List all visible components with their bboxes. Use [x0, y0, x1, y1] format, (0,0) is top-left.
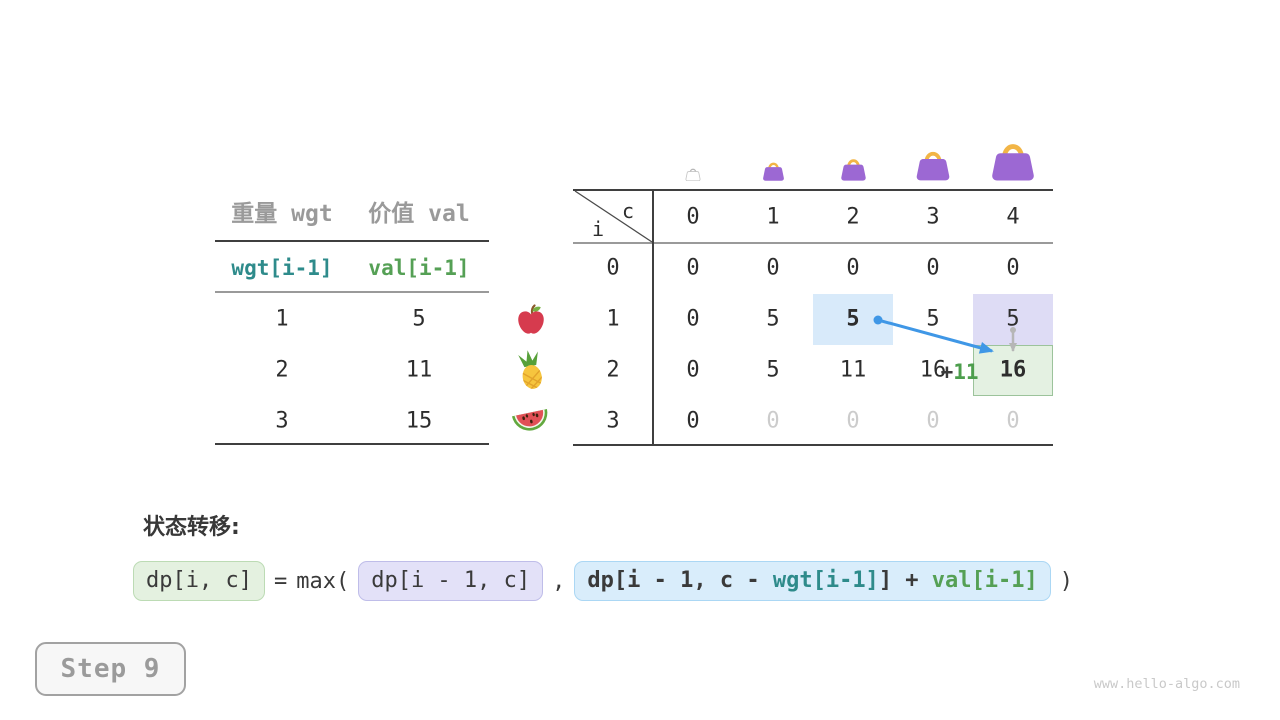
- dp-cell-2-3: 16: [919, 357, 947, 383]
- items-table-bottom-rule: [215, 443, 489, 445]
- bag-large-icon: [916, 151, 950, 181]
- items-table-top-rule: [215, 240, 489, 242]
- apple-icon: [518, 304, 544, 334]
- items-table-value-header: 价值 val: [368, 201, 470, 227]
- dp-col-header-1: 1: [766, 204, 780, 230]
- dp-cell-0-4: 0: [1006, 255, 1020, 281]
- annotation-plus-sign: +: [940, 360, 954, 384]
- formula-arg2-box: dp[i - 1, c - wgt[i-1]] + val[i-1]: [574, 561, 1051, 601]
- step-badge: Step 9: [35, 642, 186, 696]
- dp-cell-1-2: 5: [846, 306, 860, 332]
- dp-row-header-1: 1: [606, 306, 620, 332]
- add-value-annotation: +11: [890, 336, 979, 408]
- formula-arg2-wgt: wgt[i-1]: [772, 568, 879, 594]
- dp-cell-1-4: 5: [1006, 306, 1020, 332]
- dp-table-corner-diagonal: [574, 190, 653, 243]
- dp-cell-3-2: 0: [846, 408, 860, 434]
- annotation-value: 11: [953, 360, 979, 384]
- formula-lhs-box: dp[i, c]: [133, 561, 265, 601]
- dp-row-header-3: 3: [606, 408, 620, 434]
- dp-cell-3-4: 0: [1006, 408, 1020, 434]
- bag-outline-icon: [685, 168, 701, 181]
- item-wgt-1: 2: [275, 357, 289, 383]
- formula-close-paren: ): [1059, 568, 1074, 594]
- dp-table-bottom-border: [573, 444, 1053, 446]
- dp-cell-0-0: 0: [686, 255, 700, 281]
- formula-arg2-prefix: dp[i - 1, c -: [587, 568, 773, 594]
- dp-cell-2-0: 0: [686, 357, 700, 383]
- formula-arg1: dp[i - 1, c]: [371, 568, 531, 594]
- dp-col-axis-label: c: [621, 199, 635, 223]
- dp-col-header-3: 3: [926, 204, 940, 230]
- items-table-mid-rule: [215, 291, 489, 293]
- dp-cell-2-1: 5: [766, 357, 780, 383]
- dp-cell-3-3: 0: [926, 408, 940, 434]
- formula-equals: =: [273, 568, 288, 594]
- dp-col-header-4: 4: [1006, 204, 1020, 230]
- item-val-2: 15: [405, 408, 433, 434]
- dp-cell-2-2: 11: [839, 357, 867, 383]
- site-watermark: www.hello-algo.com: [1093, 676, 1240, 692]
- item-val-1: 11: [405, 357, 433, 383]
- dp-row-header-0: 0: [606, 255, 620, 281]
- formula-max-open: max(: [296, 568, 350, 594]
- item-val-0: 5: [412, 306, 426, 332]
- formula-comma: ,: [552, 568, 566, 594]
- formula-lhs: dp[i, c]: [146, 568, 252, 594]
- dp-cell-0-1: 0: [766, 255, 780, 281]
- dp-cell-0-2: 0: [846, 255, 860, 281]
- dp-table-header-rule: [573, 242, 1053, 244]
- items-table-weight-header: 重量 wgt: [231, 201, 333, 227]
- bag-medium-icon: [840, 159, 866, 181]
- dp-table-vertical-rule: [652, 189, 654, 446]
- dp-table-top-border: [573, 189, 1053, 191]
- dp-row-axis-label: i: [591, 217, 605, 241]
- formula-arg1-box: dp[i - 1, c]: [358, 561, 544, 601]
- formula-arg2-mid: ] +: [878, 568, 932, 594]
- dp-col-header-2: 2: [846, 204, 860, 230]
- item-wgt-2: 3: [275, 408, 289, 434]
- item-wgt-0: 1: [275, 306, 289, 332]
- dp-cell-3-1: 0: [766, 408, 780, 434]
- formula-arg2-val: val[i-1]: [931, 568, 1038, 594]
- bag-small-icon: [762, 162, 784, 181]
- dp-cell-2-4: 16: [999, 357, 1027, 383]
- bag-xlarge-icon: [992, 144, 1034, 181]
- dp-cell-0-3: 0: [926, 255, 940, 281]
- dp-cell-1-1: 5: [766, 306, 780, 332]
- state-transition-heading: 状态转移:: [143, 515, 240, 540]
- dp-col-header-0: 0: [686, 204, 700, 230]
- dp-cell-1-0: 0: [686, 306, 700, 332]
- items-table-val-subheader: val[i-1]: [368, 256, 470, 280]
- pineapple-icon: [518, 350, 544, 390]
- watermelon-icon: [511, 408, 548, 431]
- state-transition-formula: dp[i, c] = max( dp[i - 1, c] , dp[i - 1,…: [133, 560, 1073, 602]
- dp-cell-3-0: 0: [686, 408, 700, 434]
- dp-row-header-2: 2: [606, 357, 620, 383]
- items-table-wgt-subheader: wgt[i-1]: [231, 256, 333, 280]
- dp-cell-1-3: 5: [926, 306, 940, 332]
